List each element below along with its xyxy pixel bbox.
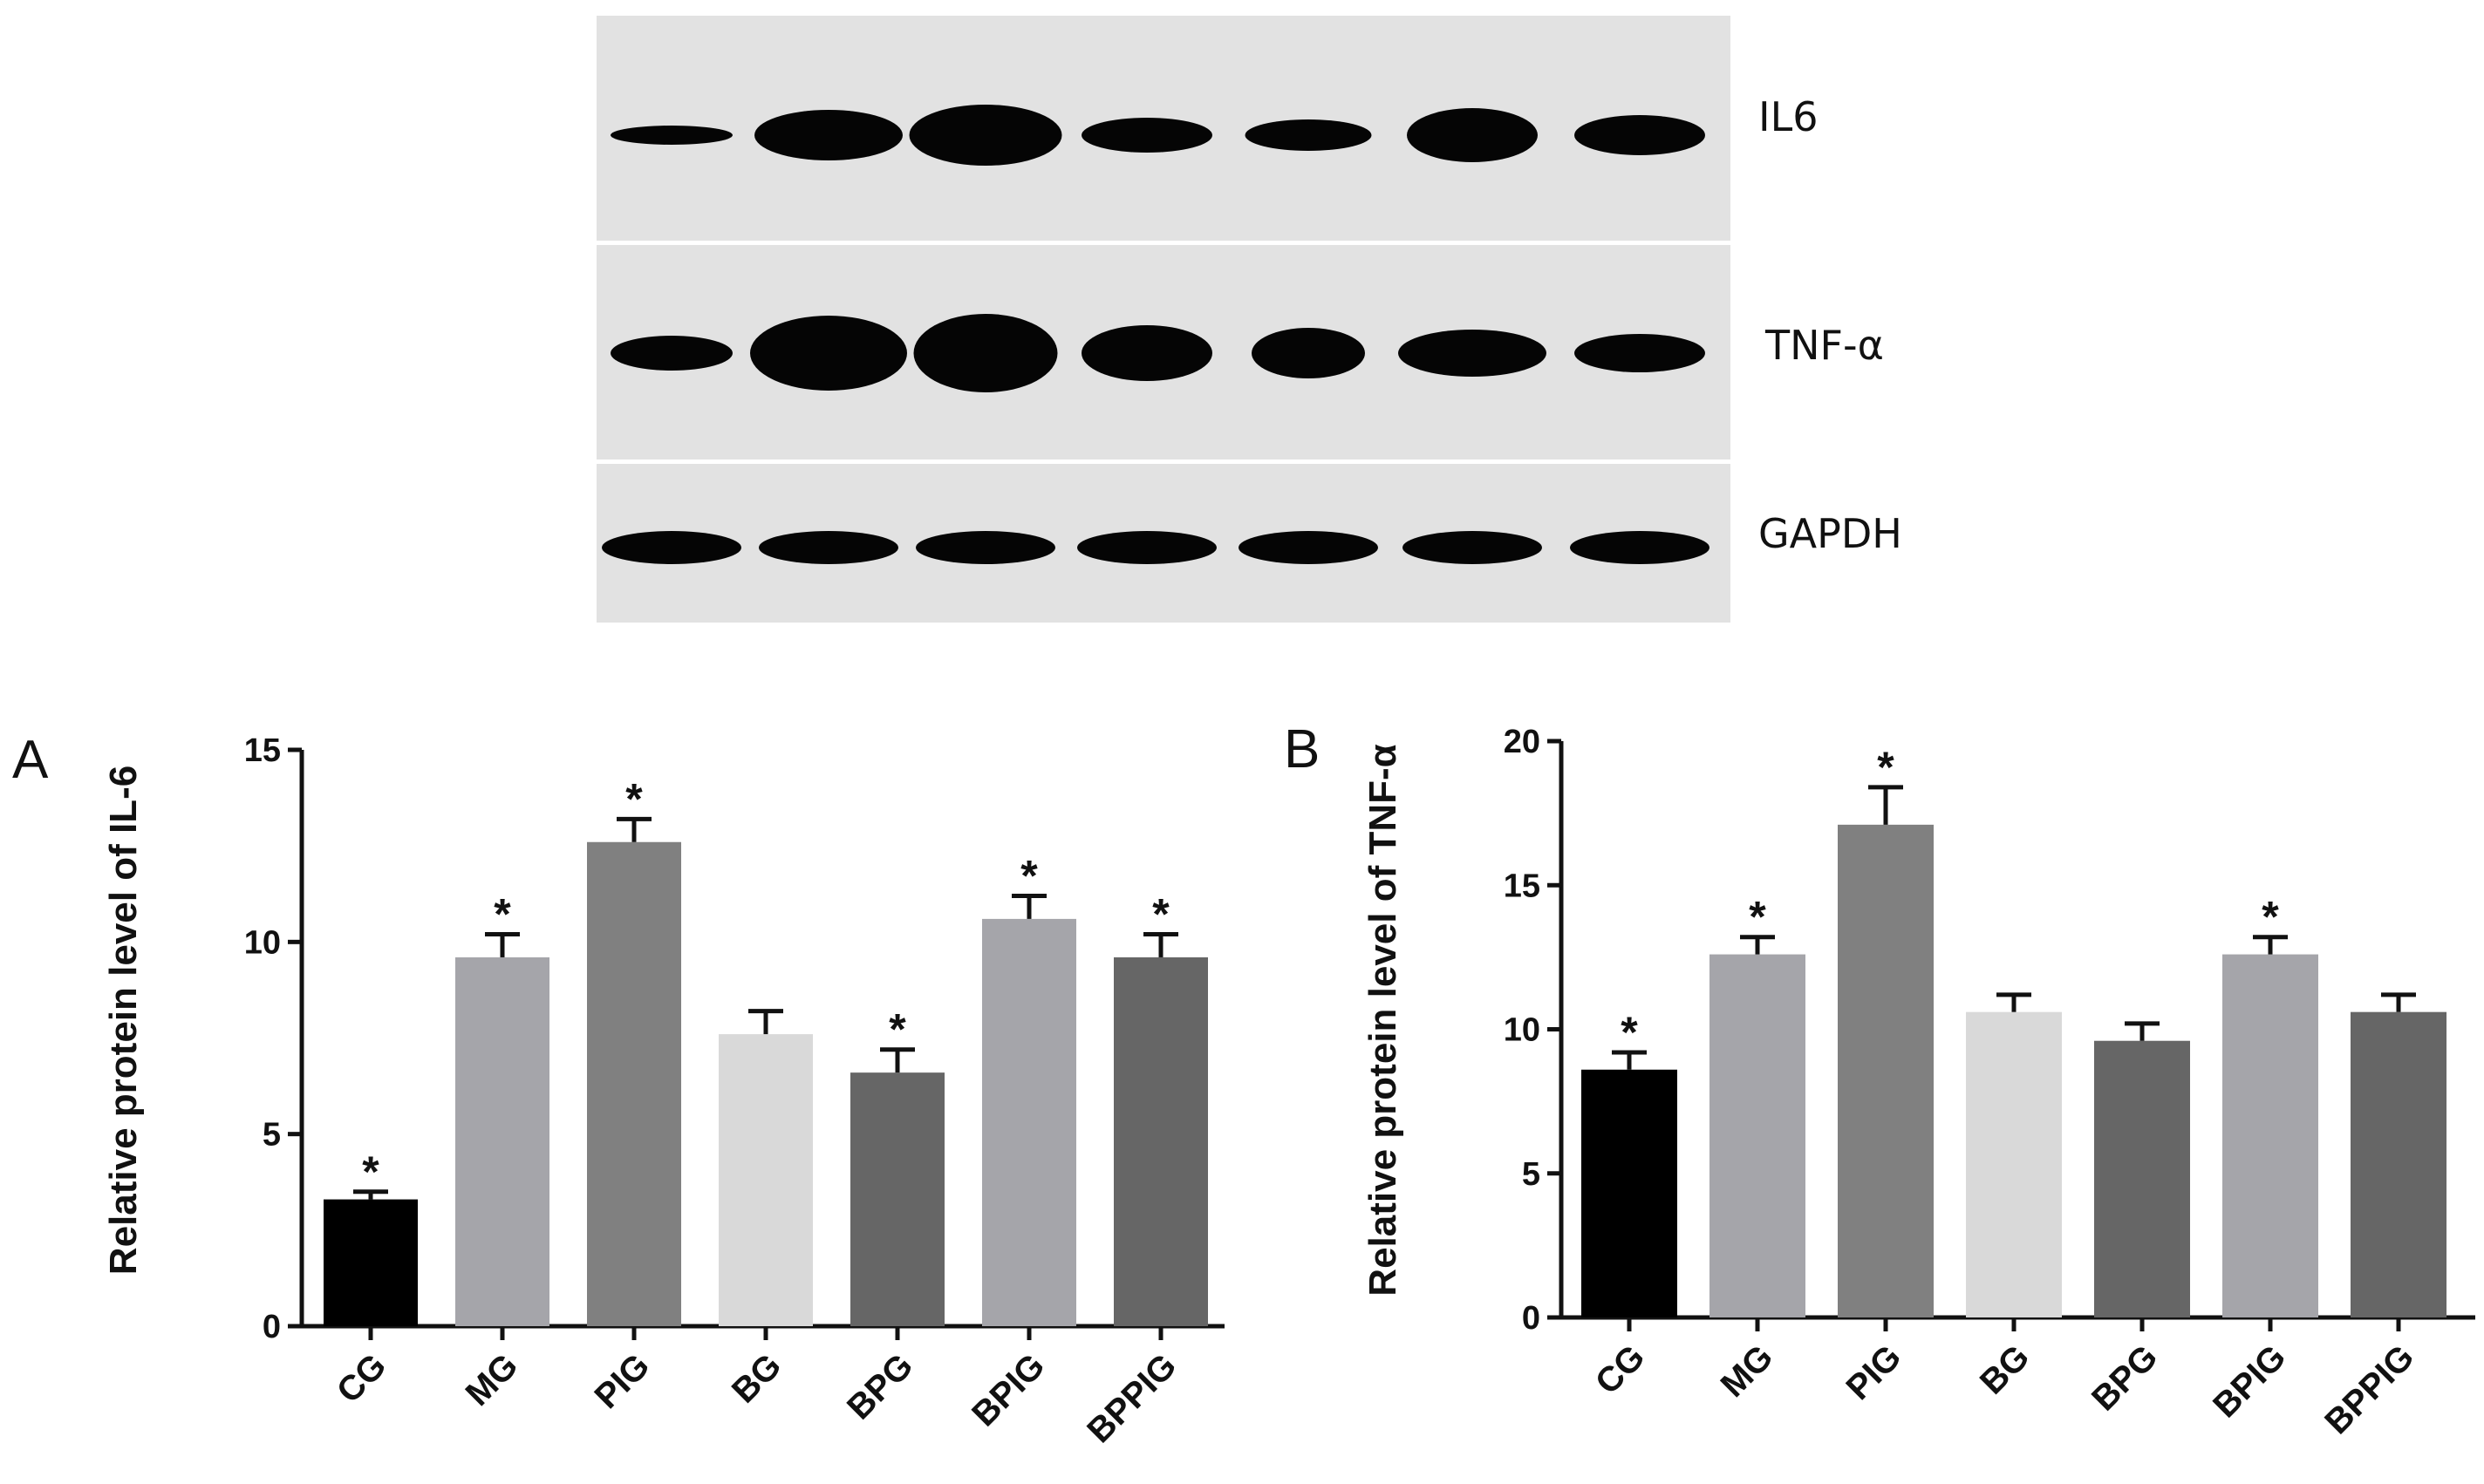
x-tick-label: MG — [459, 1346, 526, 1413]
significance-star: * — [1020, 851, 1038, 900]
x-tick-label: MG — [1714, 1338, 1781, 1405]
blot-band — [1082, 118, 1212, 153]
blot-band — [1407, 108, 1538, 162]
bar — [719, 1034, 813, 1326]
bar — [1114, 956, 1208, 1326]
y-tick-label: 0 — [1522, 1300, 1540, 1337]
blot-band — [1252, 328, 1365, 378]
blot-band — [611, 126, 733, 145]
y-tick-label: 15 — [1504, 868, 1540, 904]
chart-panel-a: A Relative protein level of IL-6 0 5 10 15 *… — [12, 730, 1225, 1450]
significance-star: * — [2262, 893, 2279, 942]
chart-panel-b: B Relative protein level of TNF-α 0 5 10 15… — [1284, 719, 2475, 1441]
x-tick-label: BPPIG — [2317, 1338, 2421, 1441]
blot-band — [611, 336, 733, 371]
plot-area-b: 0 5 10 15 20 * CG * MG * PIG BG BPG * BPIG BPPIG — [1504, 724, 2475, 1441]
blot-band — [1398, 330, 1546, 377]
blot-band — [1245, 119, 1372, 151]
bands-il6 — [611, 105, 1705, 166]
y-tick-label: 5 — [263, 1117, 281, 1154]
x-tick-label: BG — [1973, 1338, 2037, 1402]
blot-band — [1570, 531, 1709, 564]
bar — [1966, 1011, 2062, 1317]
blot-label-il6: IL6 — [1758, 93, 1818, 140]
western-blot: IL6 TNF-α GAPDH — [597, 16, 1902, 623]
bar — [982, 918, 1076, 1326]
blot-band — [759, 531, 898, 564]
blot-label-tnf: TNF-α — [1764, 322, 1884, 369]
blot-band — [602, 531, 741, 564]
blot-band — [754, 110, 903, 160]
x-tick-label: PIG — [588, 1346, 658, 1416]
y-axis-title-b: Relative protein level of TNF-α — [1361, 744, 1404, 1296]
y-tick-label: 20 — [1504, 724, 1540, 760]
blot-band — [1239, 531, 1378, 564]
panel-letter-a: A — [12, 730, 49, 790]
bar — [455, 956, 549, 1326]
blot-band — [1082, 325, 1212, 381]
plot-area-a: 0 5 10 15 * CG * MG * PIG BG * BPG * BPIG * BPPIG — [244, 732, 1225, 1450]
x-tick-label: BG — [725, 1346, 789, 1411]
x-tick-label: BPG — [840, 1346, 920, 1426]
x-tick-label: BPIG — [965, 1346, 1052, 1433]
blot-band — [913, 314, 1058, 392]
bar — [2351, 1011, 2446, 1317]
bands-tnf — [611, 314, 1705, 392]
blot-band — [1402, 531, 1542, 564]
y-tick-label: 0 — [263, 1309, 281, 1345]
y-axis-title-a: Relative protein level of IL-6 — [102, 766, 145, 1275]
blot-band — [1574, 115, 1705, 155]
bar — [1838, 824, 1934, 1317]
significance-star: * — [1877, 743, 1894, 792]
blot-band — [909, 105, 1062, 166]
x-tick-label: BPIG — [2206, 1338, 2293, 1425]
bar — [2222, 954, 2318, 1317]
significance-star: * — [1621, 1008, 1638, 1057]
y-tick-label: 15 — [244, 732, 281, 769]
significance-star: * — [1749, 893, 1766, 942]
significance-star: * — [494, 890, 511, 939]
significance-star: * — [625, 774, 643, 823]
x-tick-label: PIG — [1839, 1338, 1909, 1407]
blot-band — [750, 316, 907, 391]
significance-star: * — [889, 1005, 906, 1054]
bar — [1581, 1069, 1677, 1317]
bar — [587, 841, 681, 1326]
x-tick-label: CG — [1588, 1338, 1653, 1402]
x-tick-label: BPG — [2085, 1338, 2165, 1418]
bar — [324, 1199, 418, 1326]
blot-band — [1077, 531, 1217, 564]
x-tick-label: BPPIG — [1080, 1346, 1184, 1450]
blot-label-gapdh: GAPDH — [1758, 510, 1902, 557]
blot-band — [1574, 334, 1705, 372]
bar — [850, 1072, 945, 1326]
bar — [2094, 1040, 2190, 1317]
blot-band — [916, 531, 1055, 564]
y-tick-label: 5 — [1522, 1156, 1540, 1193]
y-tick-label: 10 — [1504, 1012, 1540, 1049]
bands-gapdh — [602, 531, 1709, 564]
panel-letter-b: B — [1284, 719, 1320, 779]
significance-star: * — [362, 1147, 379, 1196]
y-tick-label: 10 — [244, 924, 281, 961]
bar — [1709, 954, 1805, 1317]
x-tick-label: CG — [330, 1346, 394, 1411]
significance-star: * — [1152, 890, 1170, 939]
